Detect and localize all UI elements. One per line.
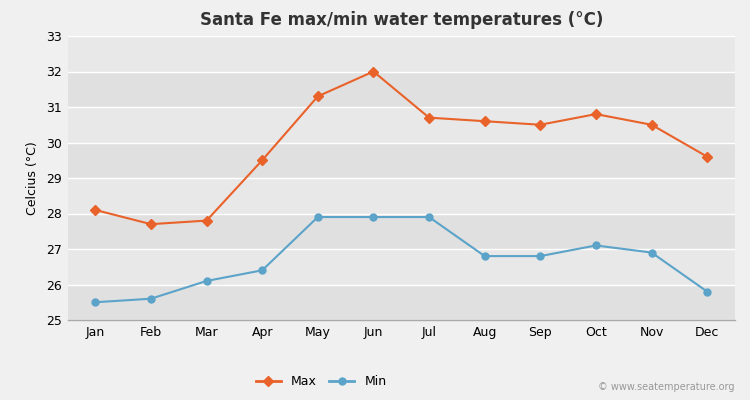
Bar [68, 107, 735, 142]
Bar [68, 284, 735, 320]
Bar [68, 72, 735, 107]
Bar [68, 214, 735, 249]
Bar [68, 249, 735, 284]
Y-axis label: Celcius (°C): Celcius (°C) [26, 141, 39, 215]
Bar [68, 178, 735, 214]
Legend: Max, Min: Max, Min [251, 370, 392, 393]
Title: Santa Fe max/min water temperatures (°C): Santa Fe max/min water temperatures (°C) [200, 11, 603, 29]
Bar [68, 142, 735, 178]
Text: © www.seatemperature.org: © www.seatemperature.org [598, 382, 735, 392]
Bar [68, 36, 735, 72]
